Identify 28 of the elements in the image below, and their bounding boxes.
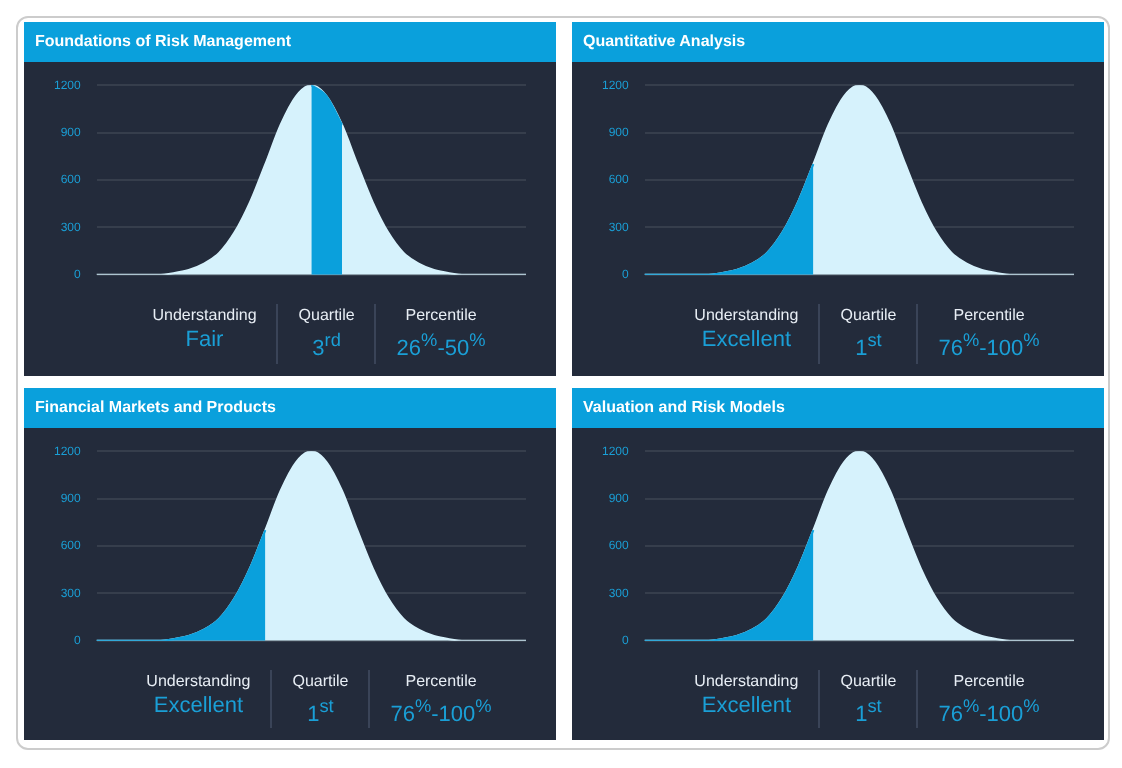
text: 3$^{rd}$ xyxy=(310,328,343,364)
text: Fair xyxy=(183,326,226,354)
text: 1$^{st}$ xyxy=(305,693,336,729)
text: Excellent xyxy=(699,691,794,720)
text: Percentile xyxy=(403,669,479,692)
text: 1$^{st}$ xyxy=(853,328,884,364)
text: 26$^{%}$-50$^{%}$ xyxy=(396,328,486,364)
chart-title: Quantitative Analysis xyxy=(571,22,1103,62)
text: Understanding xyxy=(694,304,799,326)
text: Excellent xyxy=(699,326,794,354)
text: Understanding xyxy=(152,304,257,326)
text: 76$^{%}$-100$^{%}$ xyxy=(938,693,1040,729)
text: 1$^{st}$ xyxy=(853,693,884,729)
text: Quartile xyxy=(292,669,349,692)
text: Excellent xyxy=(151,691,246,720)
chart-title: Valuation and Risk Models xyxy=(571,387,1103,428)
text: Quartile xyxy=(840,304,897,326)
text: Percentile xyxy=(403,304,479,326)
text: Percentile xyxy=(951,669,1027,692)
text: Percentile xyxy=(951,304,1027,326)
chart-title: Foundations of Risk Management xyxy=(23,22,555,62)
chart-title: Financial Markets and Products xyxy=(23,387,555,428)
text: Quartile xyxy=(840,669,897,692)
text: Understanding xyxy=(146,669,251,692)
text: 76$^{%}$-100$^{%}$ xyxy=(390,693,492,729)
text: 76$^{%}$-100$^{%}$ xyxy=(938,328,1040,364)
text: Quartile xyxy=(298,304,355,326)
text: Understanding xyxy=(694,669,799,692)
